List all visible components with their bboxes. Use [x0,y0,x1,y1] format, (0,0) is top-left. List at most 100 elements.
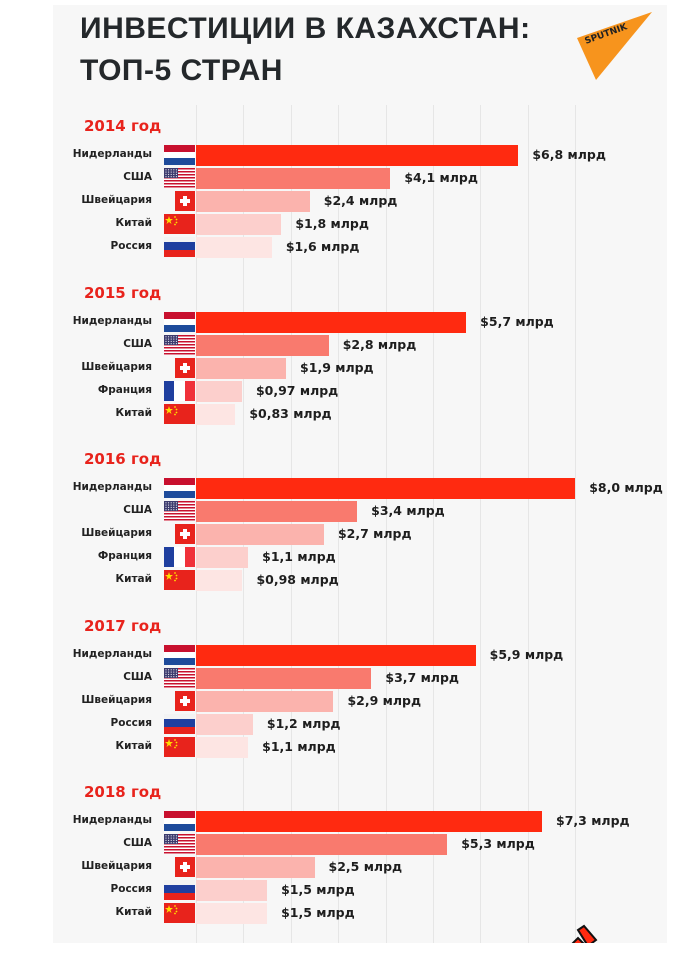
value-label: $2,5 млрд [328,859,403,874]
title-line-1: ИНВЕСТИЦИИ В КАЗАХСТАН: [80,12,531,45]
country-label: Швейцария [81,860,152,872]
year-heading: 2016 год [84,450,162,468]
bar [196,811,543,832]
country-label: Нидерланды [72,481,152,493]
bar [196,501,358,522]
bar [196,834,448,855]
bar [196,214,282,235]
value-label: $6,8 млрд [532,147,606,162]
bar [196,690,334,712]
value-label: $5,7 млрд [480,313,554,329]
value-label: $3,7 млрд [385,669,459,685]
country-label: Китай [115,739,152,752]
china-flag-icon [164,736,195,757]
china-flag-icon [164,570,195,590]
bar [196,736,249,758]
bar [196,403,236,425]
bar [196,547,249,568]
value-label: $1,5 млрд [281,905,355,920]
france-flag-icon [164,547,195,567]
country-label: Нидерланды [72,314,152,327]
china-flag-icon [164,403,195,424]
country-label: Швейцария [81,693,152,706]
bar [196,357,287,379]
bar [196,524,324,545]
country-label: США [123,171,152,183]
value-label: $3,4 млрд [371,503,445,518]
year-heading: 2018 год [84,783,162,801]
russia-flag-icon [164,713,195,734]
value-label: $2,8 млрд [342,336,417,352]
bar [196,191,310,212]
year-heading: 2017 год [84,616,162,635]
bar [196,237,272,258]
russia-flag-icon [164,880,195,900]
gridline [575,105,577,943]
bar [196,644,476,666]
value-label: $0,97 млрд [255,382,339,398]
france-flag-icon [164,380,195,401]
china-flag-icon [164,214,195,234]
country-label: Нидерланды [72,148,152,160]
bar [196,903,268,924]
bar [196,311,467,333]
country-label: Россия [110,883,152,895]
netherlands-flag-icon [164,811,195,831]
value-label: $1,8 млрд [295,216,369,231]
value-label: $2,9 млрд [347,692,422,708]
country-label: США [123,337,152,350]
bar [196,380,242,402]
value-label: $8,0 млрд [589,480,663,495]
netherlands-flag-icon [164,145,195,165]
title-line-2: ТОП-5 СТРАН [80,54,283,87]
country-label: Швейцария [81,360,152,373]
bar [196,478,576,499]
country-label: Швейцария [81,194,152,206]
bar [196,880,268,901]
bar [196,168,391,189]
value-label: $5,9 млрд [489,646,564,662]
value-label: $1,6 млрд [285,239,360,254]
country-label: Китай [115,573,152,585]
bar [196,570,243,591]
bar [196,145,519,166]
switzerland-flag-icon [164,191,195,211]
country-label: Нидерланды [72,814,152,826]
value-label: $1,9 млрд [300,359,374,375]
usa-flag-icon [164,334,195,355]
country-label: Франция [97,383,152,396]
russia-flag-icon [164,237,195,257]
switzerland-flag-icon [164,690,195,711]
china-flag-icon [164,903,195,923]
netherlands-flag-icon [164,478,195,498]
switzerland-flag-icon [164,524,195,544]
value-label: $4,1 млрд [404,170,478,185]
value-label: $0,98 млрд [256,572,339,587]
country-label: Россия [110,240,152,252]
value-label: $2,4 млрд [323,193,398,208]
usa-flag-icon [164,501,195,521]
pencil-marker-icon [568,924,598,943]
value-label: $7,3 млрд [556,813,630,828]
gridline [338,105,340,943]
country-label: Швейцария [81,527,152,539]
switzerland-flag-icon [164,357,195,378]
bar [196,857,315,878]
switzerland-flag-icon [164,857,195,877]
usa-flag-icon [164,834,195,854]
year-heading: 2015 год [84,283,162,302]
country-label: Китай [115,217,152,229]
country-label: Китай [115,406,152,419]
value-label: $0,83 млрд [249,405,332,421]
sputnik-logo-triangle [577,12,652,80]
bar [196,667,372,689]
usa-flag-icon [164,667,195,688]
value-label: $1,1 млрд [262,549,336,564]
netherlands-flag-icon [164,644,195,665]
country-label: Россия [110,716,152,729]
country-label: США [123,504,152,516]
bar [196,713,253,735]
country-label: Франция [97,550,152,562]
country-label: США [123,670,152,683]
